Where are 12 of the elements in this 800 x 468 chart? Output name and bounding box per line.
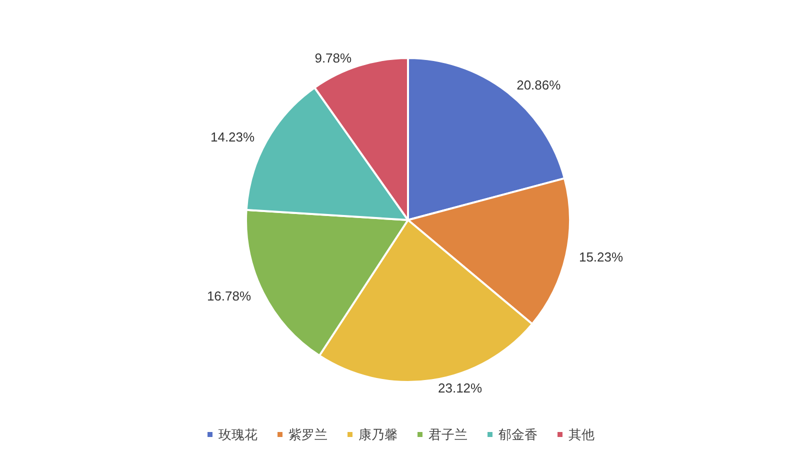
data-label: 20.86% [516, 78, 562, 93]
legend-label: 其他 [568, 427, 594, 442]
legend-label: 玫瑰花 [218, 427, 258, 442]
data-label: 9.78% [314, 50, 352, 66]
data-label: 15.23% [578, 249, 624, 264]
data-label: 16.78% [206, 288, 252, 304]
legend-label: 紫罗兰 [288, 427, 328, 442]
data-label: 23.12% [438, 380, 483, 396]
legend-label: 君子兰 [428, 427, 468, 442]
legend-label: 郁金香 [498, 427, 538, 442]
legend-label: 康乃馨 [358, 427, 398, 442]
data-label: 14.23% [210, 130, 256, 145]
